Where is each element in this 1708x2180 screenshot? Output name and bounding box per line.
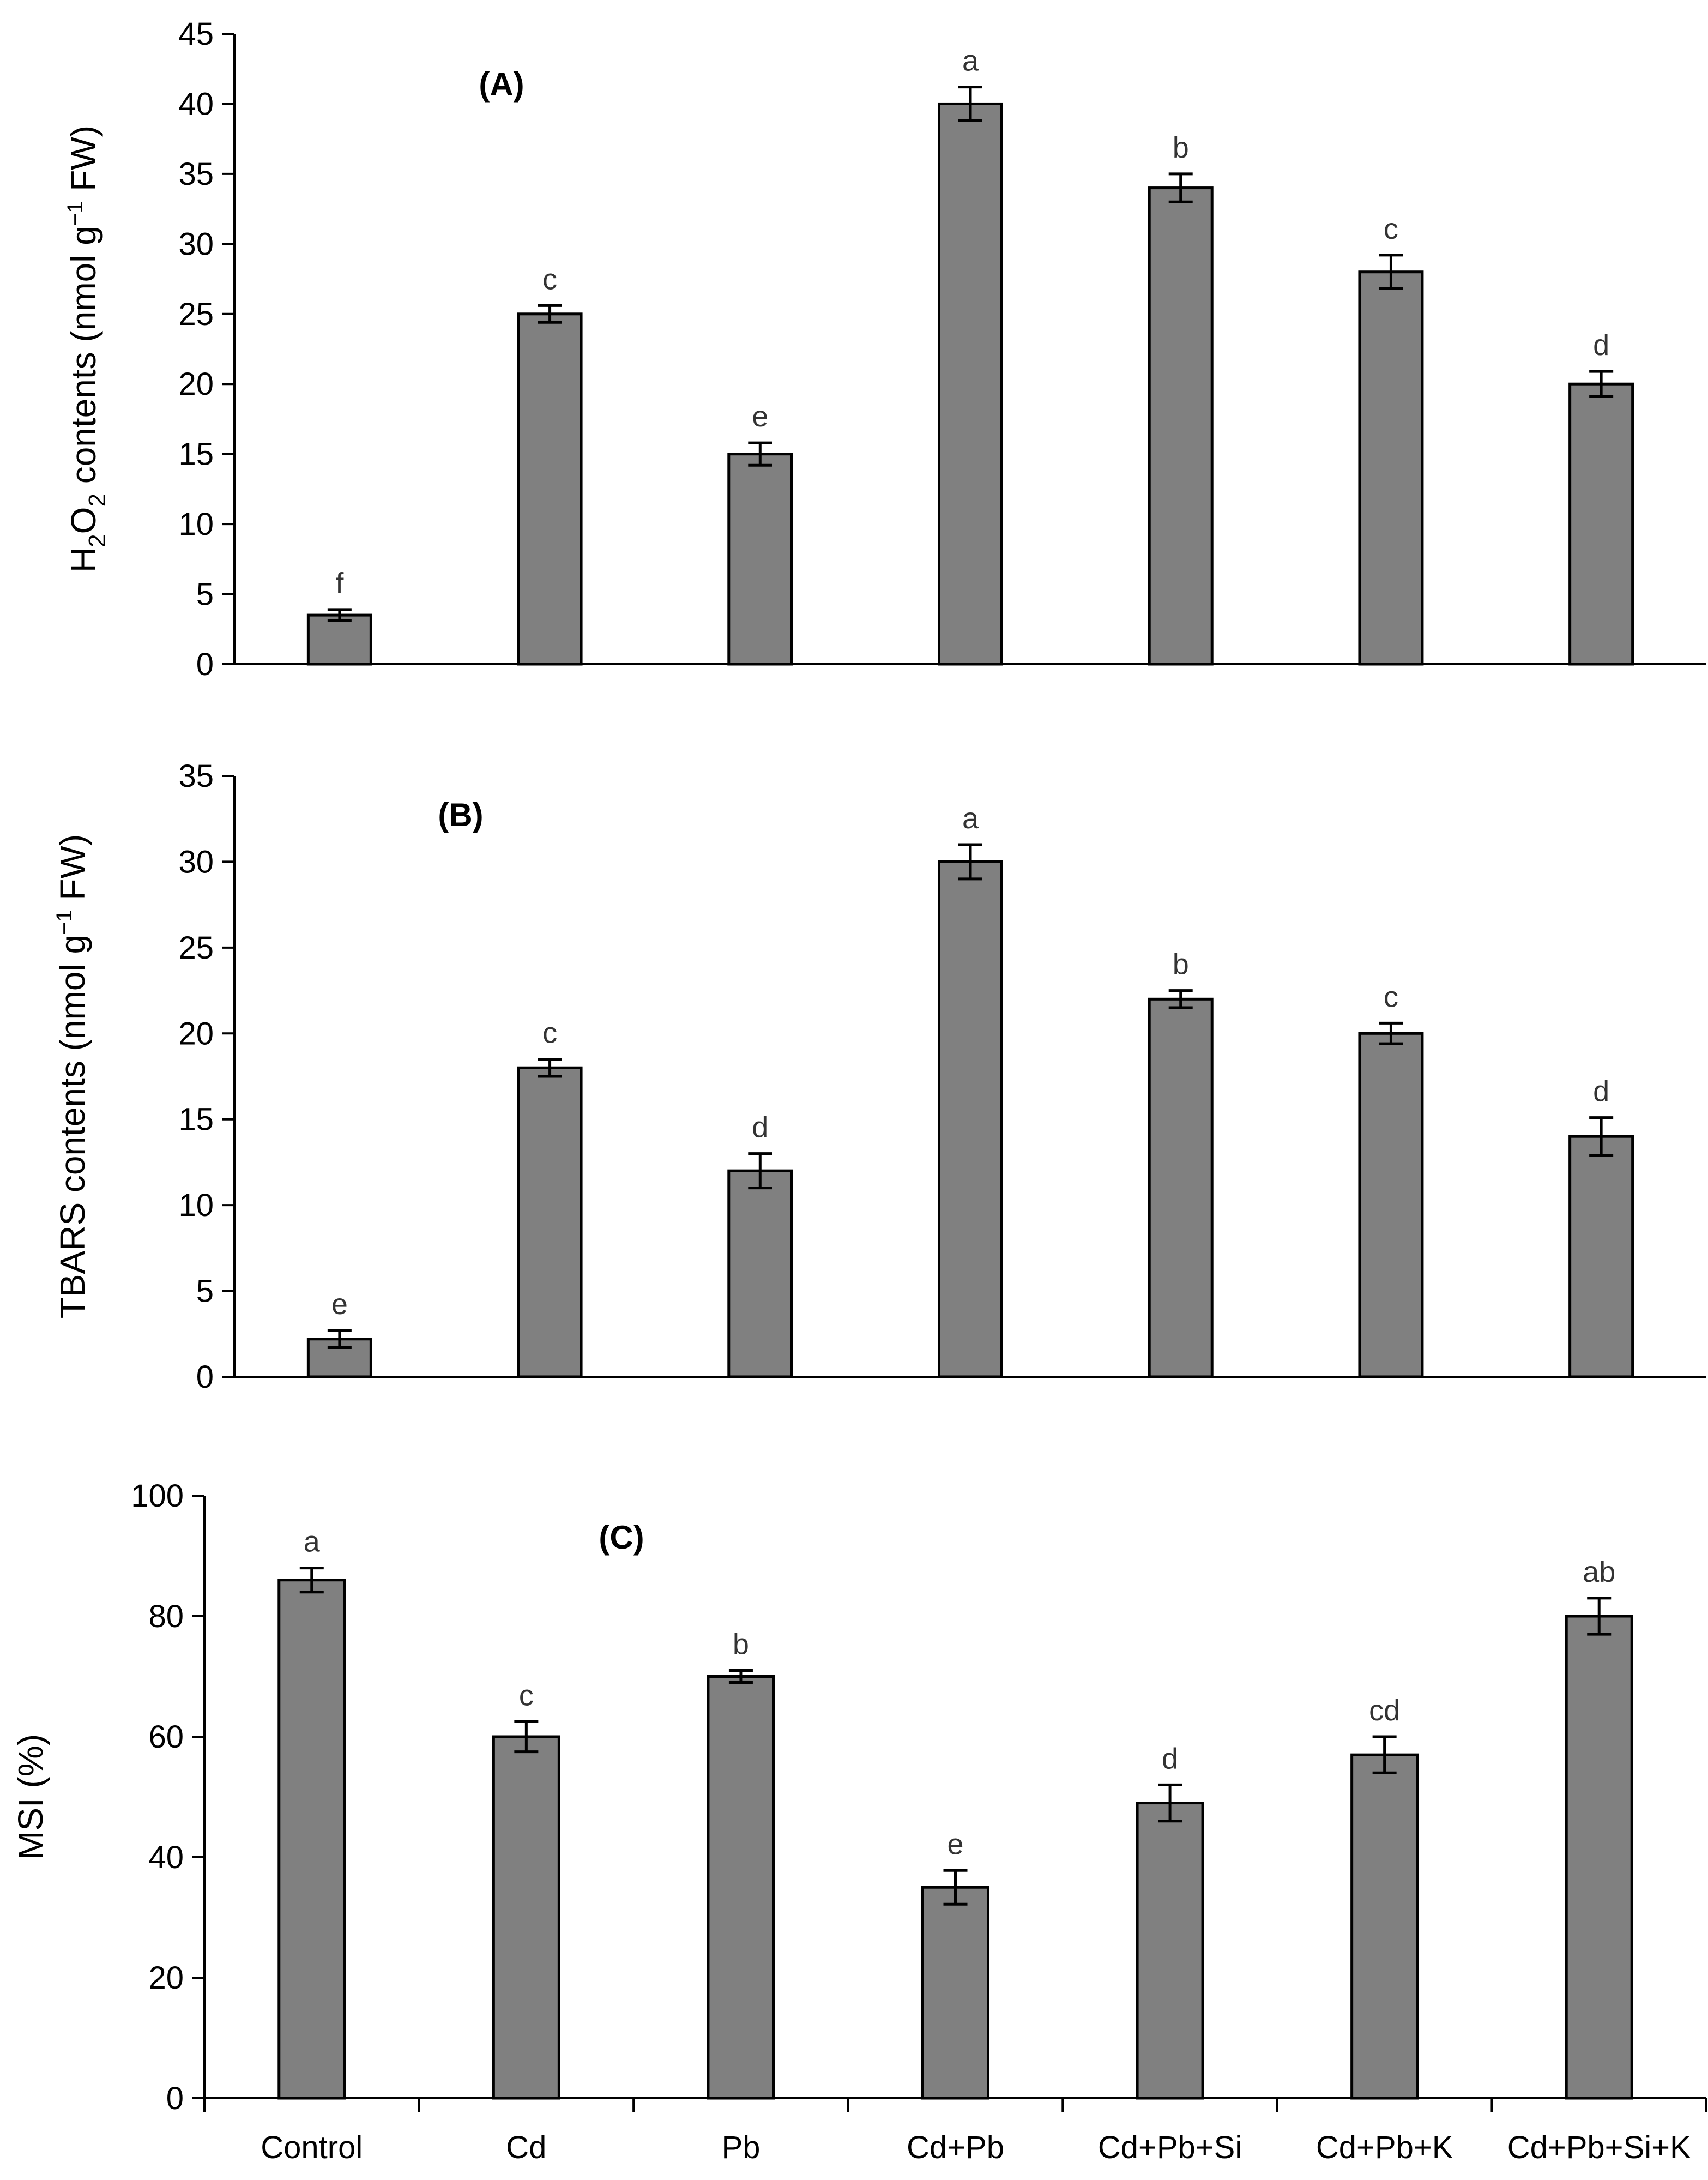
x-tick-label: Control: [261, 2130, 363, 2165]
y-tick-label: 20: [178, 366, 214, 402]
x-tick-label: Cd+Pb+Si+K: [1507, 2130, 1691, 2165]
bar: [1568, 1135, 1634, 1378]
y-tick-label: 30: [178, 844, 214, 880]
y-tick-label: 15: [178, 437, 214, 472]
significance-letter: d: [1593, 329, 1609, 362]
y-tick-label: 0: [196, 1359, 214, 1395]
y-axis-title: H2O2 contents (nmol g−1 FW): [63, 125, 111, 573]
y-tick-label: 40: [178, 86, 214, 122]
y-tick-label: 20: [148, 1960, 184, 1996]
significance-letter: a: [962, 45, 979, 77]
y-axis-title-part: −1: [52, 910, 76, 935]
y-axis-title-part: FW): [53, 834, 92, 910]
y-tick-label: 5: [196, 1274, 214, 1309]
significance-letter: b: [733, 1628, 749, 1660]
bar: [1568, 382, 1634, 666]
bar: [938, 860, 1003, 1378]
significance-letter: ab: [1583, 1556, 1615, 1588]
y-tick-label: 100: [131, 1478, 184, 1514]
significance-letter: c: [542, 1017, 557, 1050]
y-axis-title-part: 2: [84, 493, 111, 507]
significance-letter: c: [519, 1679, 534, 1712]
bar: [277, 1579, 346, 2100]
panel-label: (C): [599, 1519, 644, 1556]
significance-letter: a: [304, 1526, 321, 1558]
significance-letter: cd: [1369, 1694, 1400, 1727]
y-tick-label: 35: [178, 758, 214, 794]
significance-letter: f: [335, 567, 344, 600]
bar: [1148, 186, 1214, 666]
significance-letter: c: [1384, 213, 1398, 245]
y-tick-label: 40: [148, 1840, 184, 1875]
y-tick-label: 45: [178, 16, 214, 52]
significance-letter: e: [331, 1288, 348, 1321]
bar: [727, 1169, 793, 1378]
y-tick-label: 30: [178, 226, 214, 262]
y-tick-label: 60: [148, 1719, 184, 1755]
y-tick-label: 10: [178, 507, 214, 542]
y-tick-label: 0: [196, 647, 214, 682]
significance-letter: b: [1173, 131, 1189, 164]
significance-letter: c: [1384, 980, 1398, 1013]
panel-label: (A): [479, 66, 524, 103]
bar: [517, 1066, 583, 1378]
panel-label: (B): [438, 797, 483, 833]
panel-c: 0 20 40 60 80 100 Control Cd Pb Cd+Pb Cd+Pb+Si Cd+P…: [11, 1478, 1707, 2165]
significance-letter: a: [962, 802, 979, 835]
bar: [492, 1735, 560, 2100]
y-tick-label: 80: [148, 1599, 184, 1634]
x-tick-label: Pb: [721, 2130, 760, 2165]
y-axis-title-part: TBARS contents (nmol g: [53, 935, 92, 1318]
y-axis-title-part: O: [64, 507, 103, 534]
bar: [1148, 997, 1214, 1378]
x-tick-label: Cd+Pb: [907, 2130, 1004, 2165]
bar: [1358, 270, 1424, 666]
bar: [938, 102, 1003, 666]
bar: [1136, 1802, 1204, 2100]
y-axis-title: MSI (%): [11, 1734, 50, 1860]
y-tick-label: 15: [178, 1102, 214, 1137]
y-axis-title-part: contents (nmol g: [64, 226, 103, 493]
bar: [1358, 1032, 1424, 1378]
y-tick-label: 10: [178, 1188, 214, 1223]
bar: [727, 453, 793, 666]
bar: [1350, 1753, 1419, 2100]
panel-b: 0 5 10 15 20 25 30 35 e c d a b c d (B) TBARS contents (…: [52, 758, 1706, 1395]
y-tick-label: 0: [166, 2081, 184, 2116]
x-tick-label: Cd: [506, 2130, 546, 2165]
x-tick-label: Cd+Pb+Si: [1098, 2130, 1242, 2165]
y-axis-title-part: FW): [64, 125, 103, 201]
y-axis-title: TBARS contents (nmol g−1 FW): [52, 834, 92, 1318]
y-axis-title-part: H: [64, 547, 103, 573]
x-tick-label: Cd+Pb+K: [1316, 2130, 1453, 2165]
significance-letter: b: [1173, 948, 1189, 981]
bar: [921, 1886, 989, 2100]
bar: [517, 312, 583, 666]
y-tick-label: 35: [178, 156, 214, 192]
significance-letter: d: [1593, 1075, 1609, 1108]
bar: [707, 1675, 775, 2100]
y-tick-label: 5: [196, 577, 214, 612]
y-axis-title-part: MSI (%): [11, 1734, 50, 1860]
y-tick-label: 20: [178, 1016, 214, 1051]
y-tick-label: 25: [178, 930, 214, 966]
significance-letter: c: [542, 263, 557, 296]
bar: [1565, 1615, 1633, 2100]
significance-letter: d: [752, 1111, 768, 1144]
bar: [306, 613, 372, 666]
significance-letter: d: [1162, 1742, 1178, 1775]
significance-letter: e: [752, 400, 768, 433]
significance-letter: e: [947, 1828, 963, 1860]
y-axis-title-part: 2: [84, 534, 111, 547]
y-axis-title-part: −1: [63, 201, 87, 226]
y-tick-label: 25: [178, 297, 214, 332]
